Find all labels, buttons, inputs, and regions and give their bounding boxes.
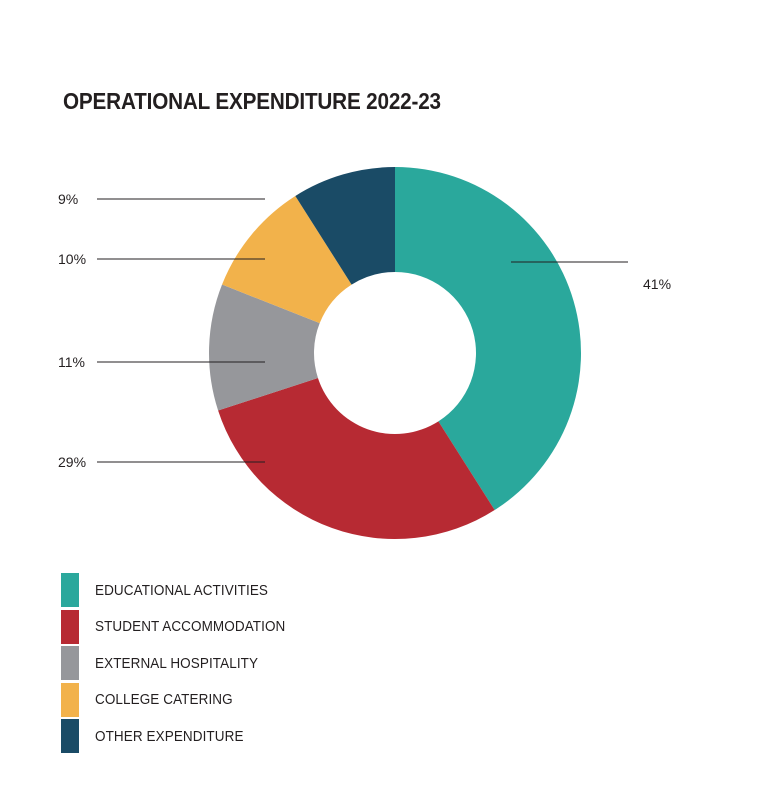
legend-item: STUDENT ACCOMMODATION: [61, 609, 307, 646]
percentage-label: 10%: [58, 251, 86, 267]
percentage-label: 29%: [58, 454, 86, 470]
slice-external-hospitality: [208, 284, 320, 411]
legend-item: COLLEGE CATERING: [61, 682, 307, 719]
legend-label: STUDENT ACCOMMODATION: [95, 618, 286, 636]
legend-label: OTHER EXPENDITURE: [95, 727, 244, 745]
slice-other-expenditure: [295, 167, 395, 285]
legend-swatch: [61, 646, 79, 681]
slice-student-accommodation: [218, 378, 495, 539]
legend-item: EDUCATIONAL ACTIVITIES: [61, 572, 307, 609]
legend: EDUCATIONAL ACTIVITIES STUDENT ACCOMMODA…: [61, 572, 307, 755]
percentage-label: 11%: [58, 354, 85, 370]
legend-item: EXTERNAL HOSPITALITY: [61, 645, 307, 682]
percentage-labels: 41% 29% 11% 10% 9%: [58, 191, 671, 470]
slice-educational-activities: [395, 167, 581, 511]
percentage-label: 41%: [643, 276, 671, 292]
leader-lines: [97, 198, 628, 463]
slice-college-catering: [222, 195, 352, 324]
donut-slices: [208, 167, 581, 539]
legend-item: OTHER EXPENDITURE: [61, 718, 307, 755]
legend-swatch: [61, 573, 79, 608]
legend-swatch: [61, 609, 79, 644]
legend-label: EXTERNAL HOSPITALITY: [95, 654, 259, 672]
legend-label: COLLEGE CATERING: [95, 691, 233, 709]
chart-title: OPERATIONAL EXPENDITURE 2022-23: [63, 88, 441, 114]
legend-swatch: [61, 719, 79, 754]
legend-swatch: [61, 682, 79, 717]
legend-label: EDUCATIONAL ACTIVITIES: [95, 581, 269, 599]
percentage-label: 9%: [58, 191, 78, 207]
